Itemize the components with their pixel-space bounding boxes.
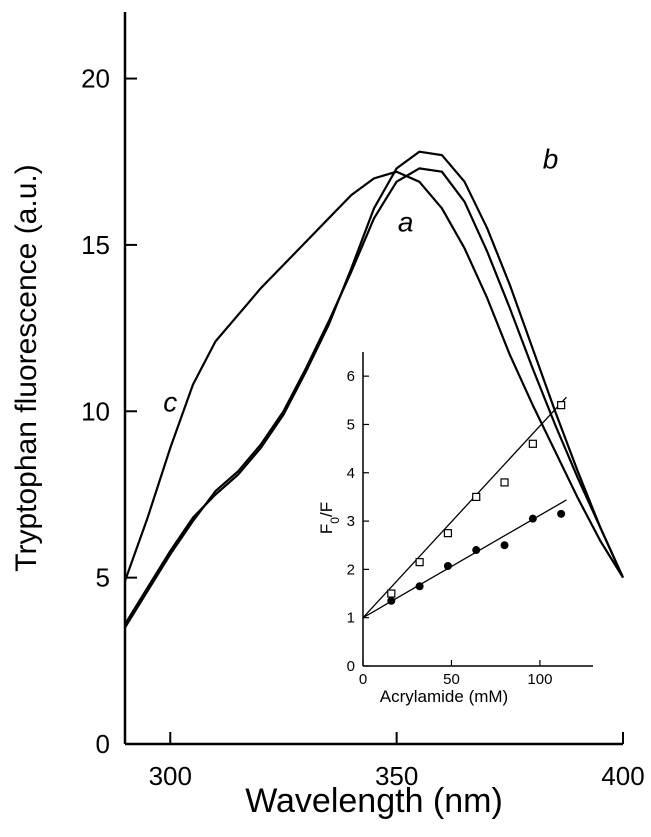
main-y-axis-title: Tryptophan fluorescence (a.u.) xyxy=(10,164,43,571)
inset-point-filled-circle xyxy=(500,541,509,550)
inset-point-open-square xyxy=(415,558,424,567)
main-y-tick-label: 20 xyxy=(81,64,110,94)
main-x-axis-title: Wavelength (nm) xyxy=(245,782,503,820)
inset-point-filled-circle xyxy=(472,546,481,555)
inset-point-filled-circle xyxy=(387,596,396,605)
inset-y-tick-label: 6 xyxy=(347,368,355,385)
inset-y-axis-title: F0/F xyxy=(317,502,342,534)
inset-point-filled-circle xyxy=(415,582,424,591)
main-y-tick-label: 0 xyxy=(96,729,110,759)
series-c-line xyxy=(123,170,624,582)
inset-point-open-square xyxy=(500,478,509,487)
inset-y-tick-label: 0 xyxy=(347,658,355,675)
inset-x-tick-label: 100 xyxy=(527,671,552,688)
inset-y-tick-label: 4 xyxy=(347,465,355,482)
inset-fit-line-open-square xyxy=(362,396,567,619)
inset-point-filled-circle xyxy=(443,562,452,571)
inset-point-filled-circle xyxy=(528,514,537,523)
inset-point-open-square xyxy=(387,589,396,598)
inset-y-tick-label: 2 xyxy=(347,561,355,578)
inset-point-open-square xyxy=(443,529,453,538)
inset-y-tick-label: 3 xyxy=(347,513,355,530)
series-b-line xyxy=(124,150,625,625)
inset-point-open-square xyxy=(557,401,566,410)
inset-y-axis-title-main: F xyxy=(317,524,336,534)
curve-label-a: a xyxy=(398,207,414,238)
main-x-tick-label: 300 xyxy=(149,761,192,791)
inset-y-tick-label: 1 xyxy=(347,610,355,627)
main-y-tick-label: 15 xyxy=(81,230,110,260)
main-y-tick-label: 5 xyxy=(96,563,110,593)
inset-y-tick-label: 5 xyxy=(347,416,355,433)
inset-point-filled-circle xyxy=(557,509,566,518)
inset-x-tick-label: 50 xyxy=(443,671,460,688)
inset-y-axis-title-sub: 0 xyxy=(328,517,342,524)
inset-point-open-square xyxy=(528,439,537,448)
main-x-tick-label: 400 xyxy=(601,761,644,791)
curve-label-c: c xyxy=(163,386,177,417)
series-a-line xyxy=(124,167,625,629)
inset-y-axis-title-tail: /F xyxy=(317,502,336,517)
main-x-tick-label: 350 xyxy=(375,761,418,791)
curve-label-b: b xyxy=(543,143,559,174)
main-y-tick-label: 10 xyxy=(81,396,110,426)
inset-point-open-square xyxy=(472,492,481,502)
inset-x-tick-label: 0 xyxy=(359,671,367,688)
inset-x-axis-title: Acrylamide (mM) xyxy=(380,687,508,706)
